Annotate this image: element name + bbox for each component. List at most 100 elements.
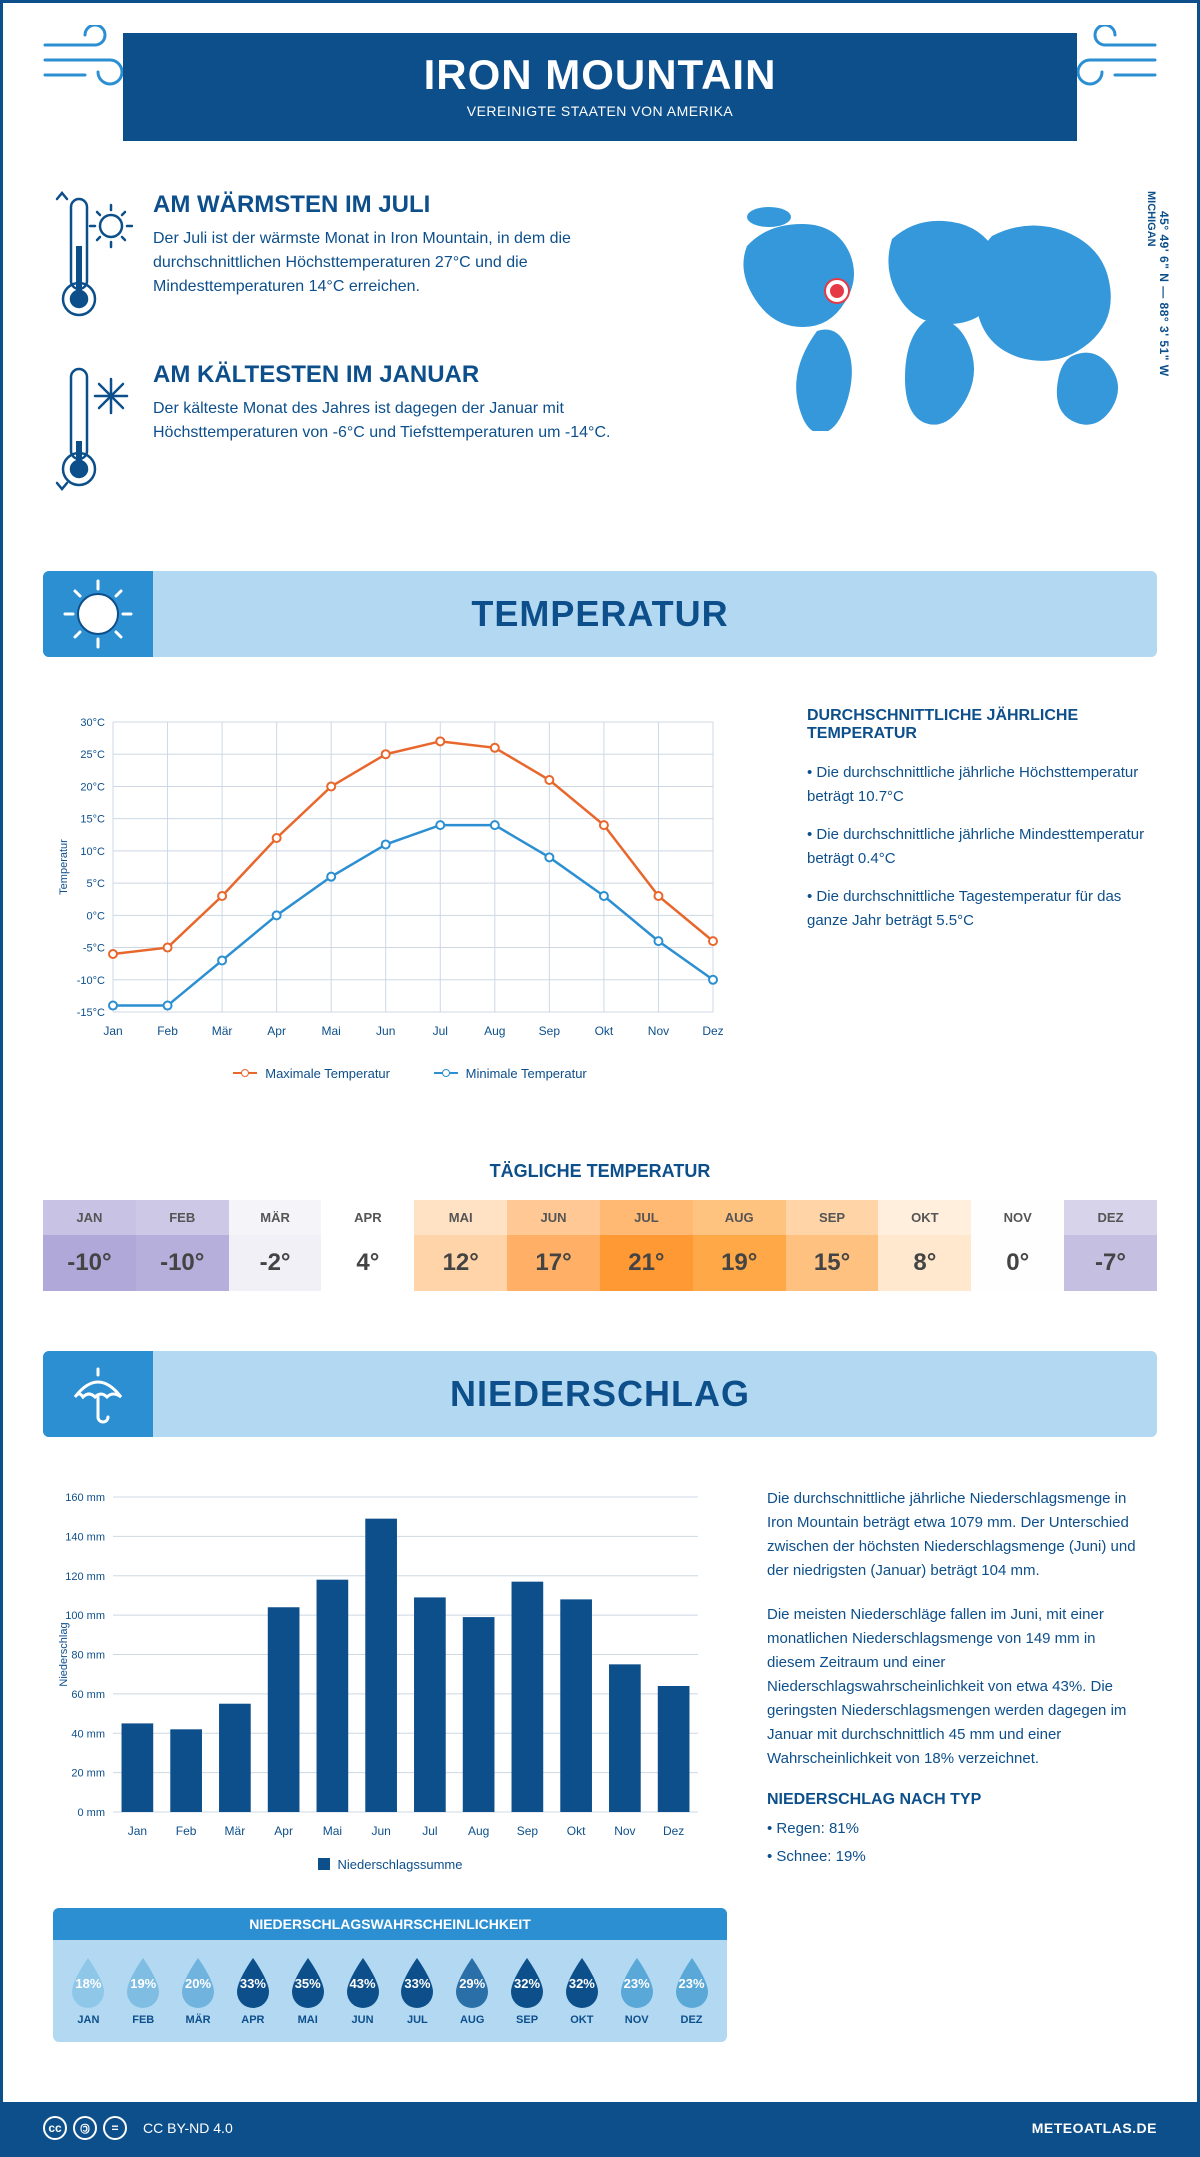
- svg-text:Jul: Jul: [422, 1824, 437, 1838]
- svg-text:Feb: Feb: [176, 1824, 197, 1838]
- svg-text:Aug: Aug: [468, 1824, 489, 1838]
- svg-text:Okt: Okt: [595, 1024, 614, 1038]
- svg-text:20 mm: 20 mm: [71, 1767, 105, 1779]
- svg-text:Nov: Nov: [614, 1824, 635, 1838]
- svg-text:Jun: Jun: [371, 1824, 390, 1838]
- month-cell: MAI12°: [414, 1200, 507, 1291]
- svg-text:Mai: Mai: [323, 1824, 342, 1838]
- precip-header: NIEDERSCHLAG: [43, 1351, 1157, 1437]
- coldest-title: AM KÄLTESTEN IM JANUAR: [153, 361, 667, 389]
- warmest-title: AM WÄRMSTEN IM JULI: [153, 191, 667, 219]
- footer: cc 🄯 = CC BY-ND 4.0 METEOATLAS.DE: [3, 2102, 1197, 2154]
- legend-min-label: Minimale Temperatur: [466, 1066, 587, 1081]
- sun-icon: [63, 579, 133, 649]
- month-cell: SEP15°: [786, 1200, 879, 1291]
- month-cell: JUL21°: [600, 1200, 693, 1291]
- raindrop-cell: 20%MÄR: [171, 1956, 226, 2026]
- svg-text:Sep: Sep: [539, 1024, 561, 1038]
- month-cell: JAN-10°: [43, 1200, 136, 1291]
- raindrop-cell: 33%JUL: [390, 1956, 445, 2026]
- svg-text:0 mm: 0 mm: [78, 1807, 106, 1819]
- daily-temp-title: TÄGLICHE TEMPERATUR: [43, 1161, 1157, 1182]
- svg-text:140 mm: 140 mm: [65, 1531, 105, 1543]
- raindrop-cell: 33%APR: [225, 1956, 280, 2026]
- temperature-header: TEMPERATUR: [43, 571, 1157, 657]
- svg-text:Mär: Mär: [225, 1824, 246, 1838]
- site-name: METEOATLAS.DE: [1032, 2120, 1157, 2136]
- month-cell: DEZ-7°: [1064, 1200, 1157, 1291]
- svg-text:20°C: 20°C: [80, 781, 105, 793]
- svg-text:0°C: 0°C: [87, 910, 106, 922]
- svg-text:30°C: 30°C: [80, 717, 105, 729]
- precip-bar-chart: 0 mm20 mm40 mm60 mm80 mm100 mm120 mm140 …: [53, 1487, 713, 1847]
- svg-text:Nov: Nov: [648, 1024, 669, 1038]
- svg-text:Apr: Apr: [274, 1824, 293, 1838]
- precip-type-title: NIEDERSCHLAG NACH TYP: [767, 1791, 1147, 1809]
- svg-text:Niederschlag: Niederschlag: [58, 1622, 70, 1686]
- temperature-legend: Maximale Temperatur Minimale Temperatur: [53, 1052, 767, 1111]
- raindrop-cell: 18%JAN: [61, 1956, 116, 2026]
- month-cell: OKT8°: [878, 1200, 971, 1291]
- temp-bullet-3: • Die durchschnittliche Tagestemperatur …: [807, 885, 1147, 933]
- precip-title: NIEDERSCHLAG: [43, 1373, 1157, 1415]
- precip-info: Die durchschnittliche jährliche Niedersc…: [767, 1487, 1147, 2043]
- month-cell: NOV0°: [971, 1200, 1064, 1291]
- map-graphic: [707, 191, 1147, 431]
- raindrop-cell: 23%DEZ: [664, 1956, 719, 2026]
- month-cell: AUG19°: [693, 1200, 786, 1291]
- precip-type-snow: • Schnee: 19%: [767, 1845, 1147, 1869]
- svg-text:Aug: Aug: [484, 1024, 505, 1038]
- precip-legend: Niederschlagssumme: [53, 1852, 727, 1884]
- prob-panel-title: NIEDERSCHLAGSWAHRSCHEINLICHKEIT: [53, 1908, 727, 1940]
- coordinates: 45° 49' 6" N — 88° 3' 51" W: [1157, 211, 1171, 377]
- svg-text:-5°C: -5°C: [83, 943, 105, 955]
- cc-icon: cc: [43, 2116, 67, 2140]
- license-block: cc 🄯 = CC BY-ND 4.0: [43, 2116, 233, 2140]
- raindrop-cell: 29%AUG: [445, 1956, 500, 2026]
- svg-text:-15°C: -15°C: [77, 1007, 105, 1019]
- thermometer-hot-icon: [53, 191, 133, 321]
- license-text: CC BY-ND 4.0: [143, 2120, 233, 2136]
- page-title: IRON MOUNTAIN: [123, 51, 1077, 99]
- svg-text:Jul: Jul: [433, 1024, 448, 1038]
- warmest-block: AM WÄRMSTEN IM JULI Der Juli ist der wär…: [53, 191, 667, 326]
- precip-para-2: Die meisten Niederschläge fallen im Juni…: [767, 1603, 1147, 1771]
- raindrop-cell: 32%SEP: [500, 1956, 555, 2026]
- by-icon: 🄯: [73, 2116, 97, 2140]
- svg-text:100 mm: 100 mm: [65, 1610, 105, 1622]
- svg-text:Feb: Feb: [157, 1024, 178, 1038]
- svg-text:120 mm: 120 mm: [65, 1570, 105, 1582]
- month-cell: FEB-10°: [136, 1200, 229, 1291]
- precip-type-rain: • Regen: 81%: [767, 1817, 1147, 1841]
- svg-text:10°C: 10°C: [80, 846, 105, 858]
- month-cell: MÄR-2°: [229, 1200, 322, 1291]
- svg-text:Apr: Apr: [267, 1024, 286, 1038]
- temp-bullet-2: • Die durchschnittliche jährliche Mindes…: [807, 823, 1147, 871]
- raindrop-cell: 23%NOV: [609, 1956, 664, 2026]
- precip-probability-panel: NIEDERSCHLAGSWAHRSCHEINLICHKEIT 18%JAN19…: [53, 1908, 727, 2042]
- svg-text:Dez: Dez: [702, 1024, 723, 1038]
- precip-para-1: Die durchschnittliche jährliche Niedersc…: [767, 1487, 1147, 1583]
- temperature-title: TEMPERATUR: [43, 593, 1157, 635]
- month-cell: JUN17°: [507, 1200, 600, 1291]
- svg-text:80 mm: 80 mm: [71, 1649, 105, 1661]
- legend-max-label: Maximale Temperatur: [265, 1066, 390, 1081]
- thermometer-cold-icon: [53, 361, 133, 491]
- raindrop-cell: 19%FEB: [116, 1956, 171, 2026]
- month-cell: APR4°: [321, 1200, 414, 1291]
- temperature-line-chart: -15°C-10°C-5°C0°C5°C10°C15°C20°C25°C30°C…: [53, 707, 733, 1047]
- raindrop-cell: 35%MAI: [280, 1956, 335, 2026]
- page-subtitle: VEREINIGTE STAATEN VON AMERIKA: [123, 103, 1077, 119]
- svg-text:Dez: Dez: [663, 1824, 684, 1838]
- header-banner: IRON MOUNTAIN VEREINIGTE STAATEN VON AME…: [123, 33, 1077, 141]
- svg-text:Mai: Mai: [322, 1024, 341, 1038]
- svg-text:15°C: 15°C: [80, 814, 105, 826]
- raindrop-cell: 43%JUN: [335, 1956, 390, 2026]
- precip-legend-label: Niederschlagssumme: [338, 1857, 463, 1872]
- svg-text:5°C: 5°C: [87, 878, 106, 890]
- temp-info-title: DURCHSCHNITTLICHE JÄHRLICHE TEMPERATUR: [807, 707, 1147, 743]
- location-pin: [826, 280, 848, 302]
- svg-text:Temperatur: Temperatur: [58, 839, 70, 895]
- umbrella-icon: [65, 1361, 131, 1427]
- svg-text:Jan: Jan: [128, 1824, 147, 1838]
